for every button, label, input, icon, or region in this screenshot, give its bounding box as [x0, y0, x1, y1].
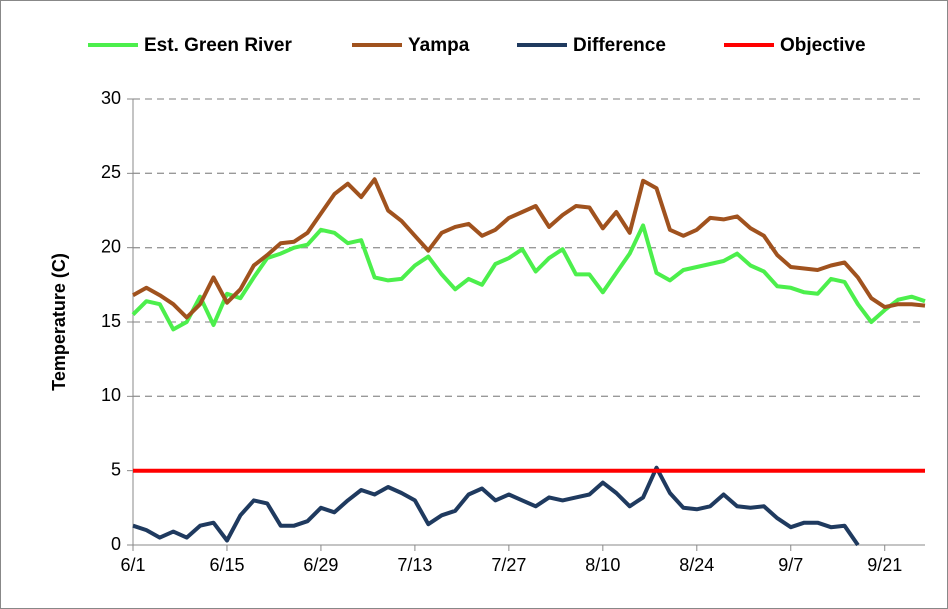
y-tick-label: 15 — [101, 311, 121, 331]
y-tick-label: 5 — [111, 459, 121, 479]
y-tick-label: 0 — [111, 534, 121, 554]
legend-label: Yampa — [408, 35, 470, 56]
y-tick-label: 25 — [101, 162, 121, 182]
x-tick-label: 6/1 — [120, 555, 145, 575]
x-tick-label: 9/21 — [867, 555, 902, 575]
y-tick-label: 30 — [101, 88, 121, 108]
x-tick-label: 8/10 — [585, 555, 620, 575]
y-tick-label: 20 — [101, 236, 121, 256]
legend-label: Objective — [780, 35, 866, 56]
series-line — [131, 223, 926, 332]
y-tick-label: 10 — [101, 385, 121, 405]
series-line — [132, 465, 860, 547]
x-tick-label: 8/24 — [679, 555, 714, 575]
x-tick-label: 6/29 — [303, 555, 338, 575]
series-line — [132, 177, 926, 320]
legend-label: Difference — [573, 35, 666, 56]
x-tick-label: 9/7 — [778, 555, 803, 575]
x-tick-label: 7/13 — [397, 555, 432, 575]
x-tick-label: 6/15 — [209, 555, 244, 575]
y-axis-label: Temperature (C) — [49, 253, 69, 391]
legend-label: Est. Green River — [144, 35, 292, 56]
x-tick-label: 7/27 — [491, 555, 526, 575]
